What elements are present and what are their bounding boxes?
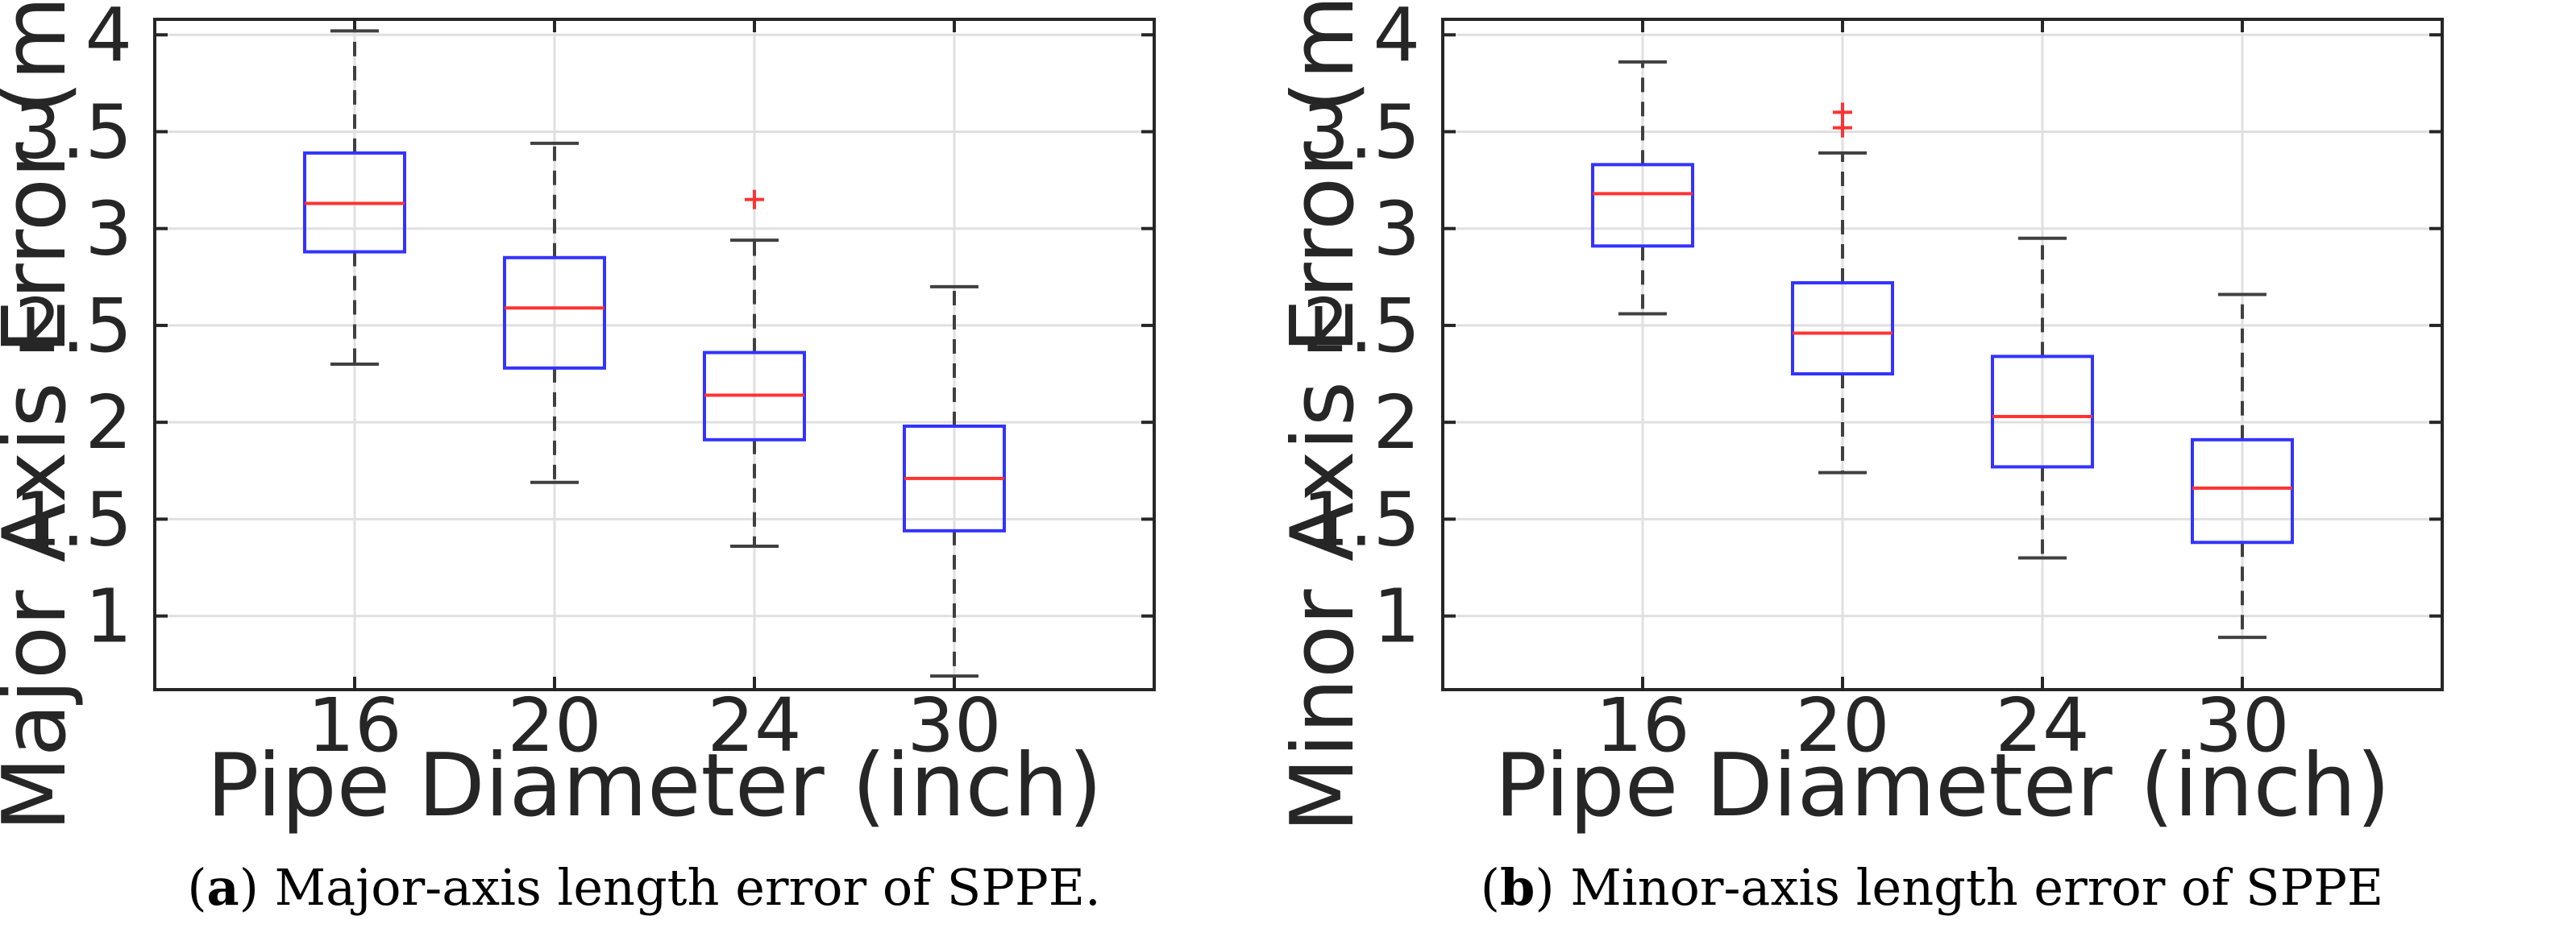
y-tick-label: 2 (85, 379, 132, 466)
caption-b: (b) Minor-axis length error of SPPE (1480, 858, 2384, 917)
x-tick-label: 20 (507, 682, 601, 769)
y-tick-label: 3.5 (15, 89, 132, 175)
x-tick-label: 30 (2195, 682, 2289, 769)
y-tick-label: 3 (85, 186, 132, 272)
y-tick-label: 2 (1373, 379, 1420, 466)
box-iqr (1591, 163, 1694, 248)
plot-frame (153, 18, 1156, 691)
y-tick-label: 2.5 (15, 283, 132, 369)
y-axis-title: Major Axis Error (mm) (0, 0, 85, 831)
y-tick-label: 4 (85, 0, 132, 78)
y-axis-title: Minor Axis Error (mm) (1288, 0, 1373, 833)
caption-a: (a) Major-axis length error of SPPE. (187, 858, 1101, 917)
y-tick-label: 3.5 (1303, 89, 1420, 175)
box-iqr (1791, 281, 1894, 376)
box-iqr (2191, 437, 2294, 545)
y-tick-label: 1 (85, 574, 132, 660)
x-tick-label: 16 (307, 682, 401, 769)
y-tick-label: 1.5 (1303, 476, 1420, 562)
panel-b: 1 1.5 2 2.5 3 3.5 4 16 20 24 30 Pipe Diameter (inch… (1288, 0, 2576, 941)
caption-a-label: a (206, 858, 239, 917)
y-tick-label: 2.5 (1303, 283, 1420, 369)
x-axis-title: Pipe Diameter (inch) (206, 736, 1102, 836)
x-tick-label: 24 (1995, 682, 2089, 769)
caption-b-label: b (1499, 858, 1535, 917)
caption-b-text: Minor-axis length error of SPPE (1570, 858, 2384, 917)
y-tick-label: 1 (1373, 574, 1420, 660)
y-tick-label: 3 (1373, 186, 1420, 272)
x-tick-label: 20 (1795, 682, 1889, 769)
box-iqr (503, 255, 606, 370)
x-tick-label: 16 (1595, 682, 1689, 769)
box-iqr (1991, 354, 2094, 469)
x-tick-label: 30 (907, 682, 1001, 769)
y-tick-label: 4 (1373, 0, 1420, 78)
x-axis-title: Pipe Diameter (inch) (1494, 736, 2390, 836)
x-tick-label: 24 (707, 682, 801, 769)
y-tick-label: 1.5 (15, 476, 132, 562)
plot-frame (1441, 18, 2444, 691)
panel-a: 1 1.5 2 2.5 3 3.5 4 16 20 24 30 Pipe Diameter (inch… (0, 0, 1156, 917)
caption-a-text: Major-axis length error of SPPE. (274, 858, 1101, 917)
